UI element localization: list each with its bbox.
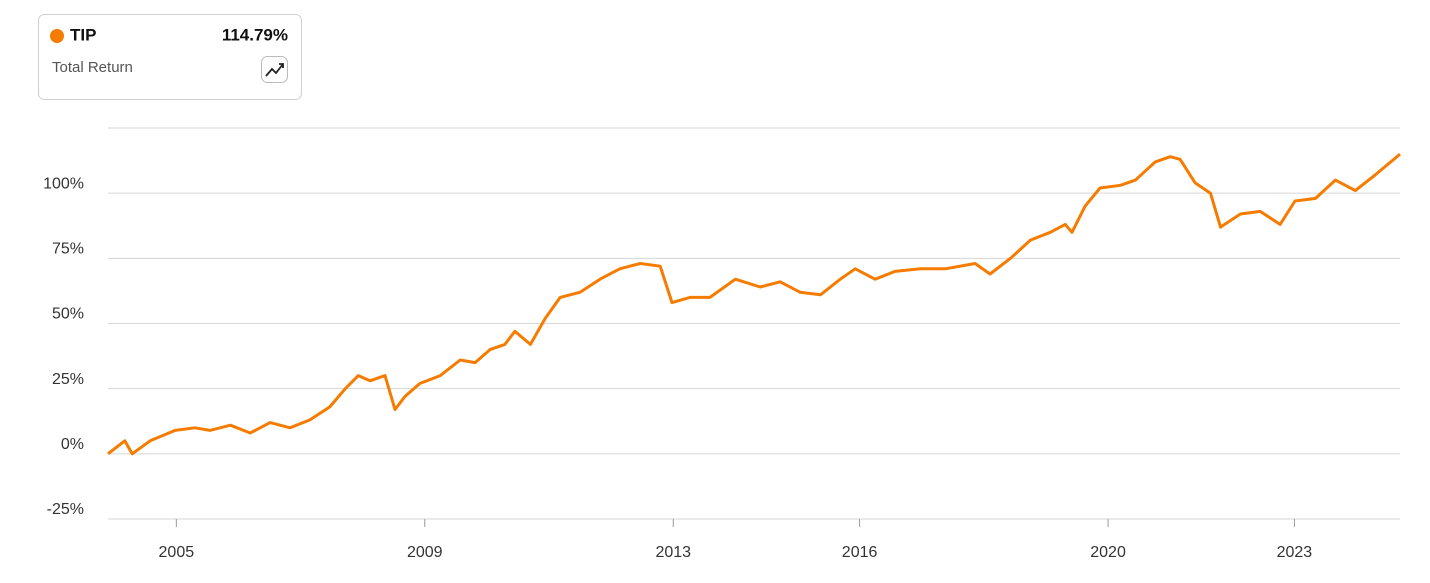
x-tick-label: 2013 <box>655 544 691 561</box>
legend-card: TIP 114.79% Total Return <box>38 14 302 100</box>
x-tick-label: 2020 <box>1090 544 1126 561</box>
legend-metric: Total Return <box>52 59 133 76</box>
x-tick-label: 2009 <box>407 544 443 561</box>
y-tick-label: 100% <box>43 175 84 192</box>
legend-box <box>38 14 302 100</box>
y-tick-label: 75% <box>52 241 84 258</box>
legend-value: 114.79% <box>222 25 288 44</box>
x-tick-label: 2023 <box>1277 544 1313 561</box>
x-tick-label: 2016 <box>842 544 878 561</box>
y-tick-label: 25% <box>52 371 84 388</box>
legend-name: TIP <box>70 25 96 44</box>
legend-dot <box>50 29 64 43</box>
y-tick-label: -25% <box>47 501 84 518</box>
x-tick-label: 2005 <box>159 544 195 561</box>
y-tick-label: 0% <box>61 436 84 453</box>
y-tick-label: 50% <box>52 306 84 323</box>
data-line <box>107 152 1401 456</box>
chart-type-button[interactable] <box>261 56 288 83</box>
